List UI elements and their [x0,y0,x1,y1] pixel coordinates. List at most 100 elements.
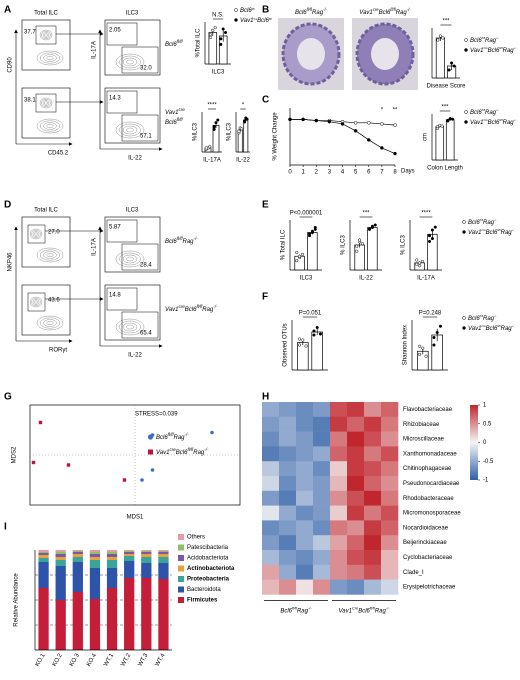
contour [40,317,60,329]
genotype-part: Cre [483,118,488,122]
x-tick-label: WT.1 [103,652,115,667]
heatmap-cell [313,579,331,595]
genotype-part: Vav1 [240,18,253,24]
category-label: IL-17A [203,158,221,164]
gate [35,25,57,45]
contour [44,101,48,105]
genotype-part: fl/fl [177,236,184,241]
panel-letter: H [262,392,269,403]
data-point [358,238,362,242]
genotype-part: fl/fl [482,36,486,40]
gate-value: 43.6 [48,298,60,304]
gate [27,292,46,312]
line-marker [340,122,345,126]
bar-segment [55,554,66,557]
heatmap-cell [364,416,382,432]
colorbar-tick-label: 0 [483,440,487,446]
heatmap-cell [296,476,314,492]
category-label: ILC3 [212,70,225,76]
data-point [415,258,419,262]
genotype-label: Bcl6fl/flRag-/- [468,218,497,225]
x-tick-label: 7 [380,170,384,176]
flow-plot [21,284,71,336]
contour [34,300,38,304]
data-point [237,129,241,133]
y-axis-label: %Total ILC [196,28,202,58]
panel-letter: C [262,95,269,106]
legend-label: Firmicutes [187,598,218,604]
bar-segment [106,568,118,588]
heatmap-cell [313,505,331,521]
bar-segment [72,552,83,554]
category-label: IL-17A [417,276,435,282]
bar-segment [55,557,66,560]
heatmap-cell [330,520,348,536]
heatmap-cell [279,520,297,536]
x-tick-label: WT.3 [137,652,149,667]
contour [29,296,43,308]
y-axis-label: Shannon Index [403,325,409,365]
heatmap-cell [347,402,365,418]
genotype-label: Bcl6fl/fl [240,8,255,14]
heatmap-cell [347,550,365,566]
contour [36,118,64,134]
bar-segment [55,566,66,600]
heatmap-cell [347,431,365,447]
bar-segment [106,554,118,557]
contour [36,50,64,66]
heatmap-cell [364,505,382,521]
genotype-part: Rag [501,326,513,332]
flow-plot [21,216,71,268]
data-point [418,261,422,265]
x-axis-label: Days [401,169,415,175]
heatmap-cell [347,476,365,492]
data-point [245,117,249,121]
genotype-part: Vav1 [165,110,178,116]
genotype-part: -/- [514,118,517,122]
bar-segment [158,554,169,557]
bar-segment [72,554,83,557]
heatmap-cell [364,535,382,551]
legend-label: Actinobacteriota [187,566,235,572]
genotype-part: -/- [512,228,515,232]
bar-segment [106,560,118,568]
data-point [301,338,305,342]
legend-label: Patescibacteria [187,545,229,551]
heatmap-cell [296,564,314,580]
bar-segment [124,578,135,650]
gate [27,224,46,244]
legend-marker [462,230,466,234]
y-axis-label: cm [423,133,429,141]
legend-swatch [178,555,184,561]
genotype-part: Bcl6 [379,10,391,16]
bar [311,331,323,371]
genotype-part: -/- [185,432,190,437]
contour [29,228,43,240]
genotype-part: fl/fl [497,324,501,328]
heatmap-cell [262,520,280,536]
contour [119,55,141,69]
data-point [424,354,428,358]
heatmap-cell [296,535,314,551]
bar-segment [72,550,83,551]
data-point [219,37,223,41]
line-marker [353,121,358,125]
data-point [427,234,432,238]
data-point [312,333,316,337]
heatmap-cell [347,535,365,551]
bar-segment [89,557,101,560]
category-label: Colon Length [427,166,463,172]
bar [435,37,445,79]
genotype-part: -/- [386,605,390,610]
genotype-part: -/- [514,46,517,50]
genotype-part: fl/fl [177,39,184,44]
genotype-part: Bcl6 [165,239,177,245]
legend-label: Acidobacteriota [187,556,229,562]
contour [31,298,41,306]
row-label: Beijerinckiaceae [403,540,447,546]
bar-segment [158,550,169,551]
panel-letter: B [262,5,269,16]
heatmap-cell [381,446,399,462]
bar-segment [124,556,135,561]
heatmap-cell [313,564,331,580]
